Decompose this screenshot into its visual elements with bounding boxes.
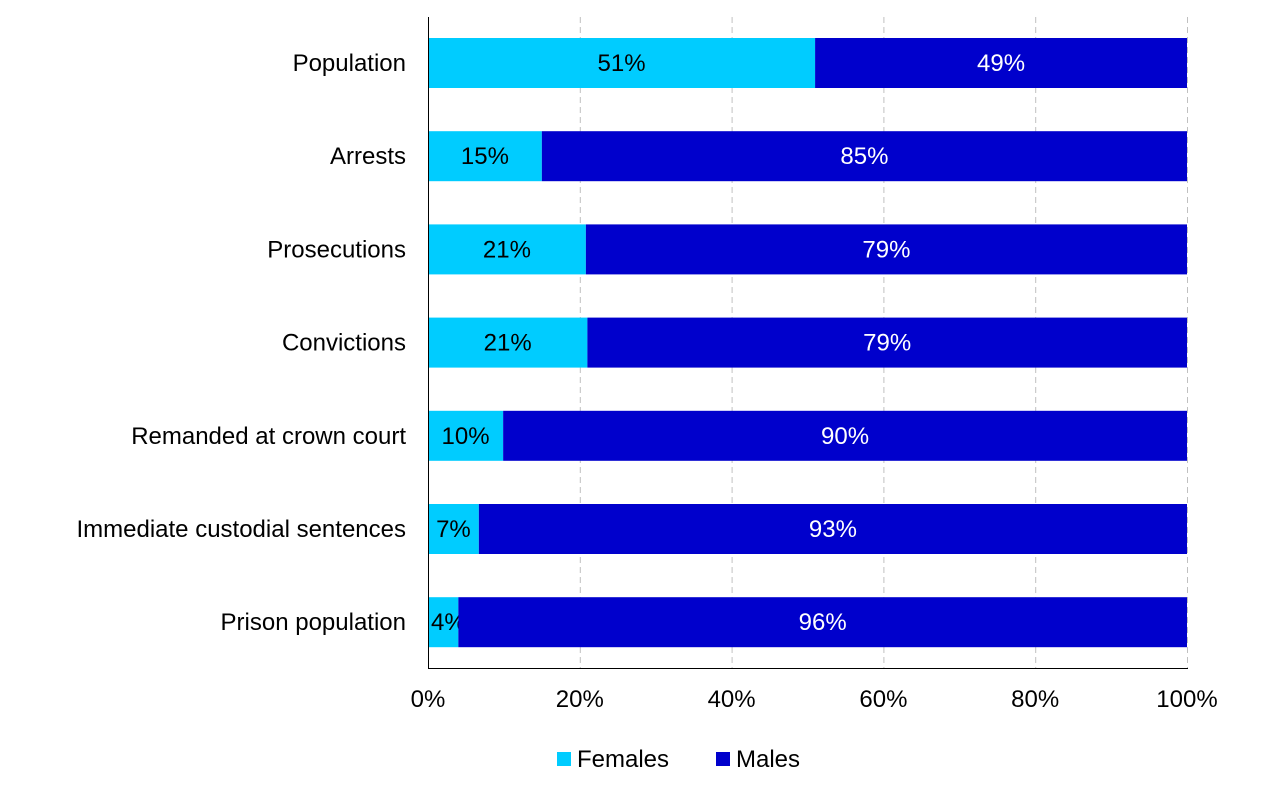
data-label: 90% [821, 423, 869, 450]
category-label: Remanded at crown court [131, 423, 406, 450]
data-label: 21% [483, 236, 531, 263]
data-label: 85% [840, 143, 888, 170]
bar-females [428, 131, 542, 182]
category-label: Population [293, 50, 406, 77]
bar-females [428, 597, 459, 648]
data-label: 10% [442, 423, 490, 450]
data-label: 79% [862, 236, 910, 263]
legend-swatch-males [716, 752, 730, 766]
x-tick-label: 40% [708, 686, 756, 713]
bar-males [587, 317, 1187, 368]
x-tick-label: 100% [1156, 686, 1217, 713]
data-label: 79% [863, 330, 911, 357]
bar-males [458, 597, 1187, 648]
bar-males [478, 504, 1187, 554]
bar-females [428, 317, 588, 368]
x-tick-label: 20% [556, 686, 604, 713]
bar-females [428, 504, 479, 554]
legend-swatch-females [557, 752, 571, 766]
bar-males [541, 131, 1187, 182]
category-label: Convictions [282, 330, 406, 357]
legend-label: Females [577, 746, 669, 773]
data-label: 96% [799, 609, 847, 636]
data-label: 7% [436, 516, 471, 543]
category-label: Arrests [330, 143, 406, 170]
bar-males [585, 224, 1187, 275]
bar-males [503, 410, 1187, 461]
data-label: 93% [809, 516, 857, 543]
data-label: 49% [977, 50, 1025, 77]
legend-label: Males [736, 746, 800, 773]
x-tick-label: 60% [859, 686, 907, 713]
category-label: Immediate custodial sentences [76, 516, 406, 543]
data-label: 51% [598, 50, 646, 77]
bar-males [815, 38, 1187, 88]
data-label: 15% [461, 143, 509, 170]
data-label: 21% [484, 330, 532, 357]
bar-females [428, 38, 816, 88]
bar-females [428, 224, 586, 275]
x-tick-label: 80% [1011, 686, 1059, 713]
category-label: Prosecutions [267, 236, 406, 263]
x-tick-label: 0% [411, 686, 446, 713]
bar-females [428, 410, 504, 461]
category-label: Prison population [221, 609, 406, 636]
